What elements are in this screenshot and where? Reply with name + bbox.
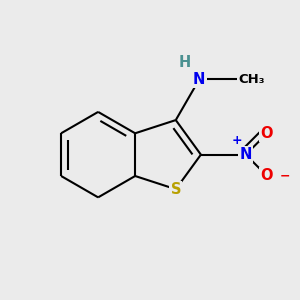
- Text: N: N: [240, 147, 252, 162]
- Text: N: N: [193, 72, 206, 87]
- Text: −: −: [280, 169, 290, 182]
- Text: O: O: [261, 126, 273, 141]
- Text: CH₃: CH₃: [238, 73, 265, 86]
- Text: O: O: [261, 168, 273, 183]
- Text: S: S: [170, 182, 181, 197]
- Text: +: +: [231, 134, 242, 147]
- Text: H: H: [178, 55, 190, 70]
